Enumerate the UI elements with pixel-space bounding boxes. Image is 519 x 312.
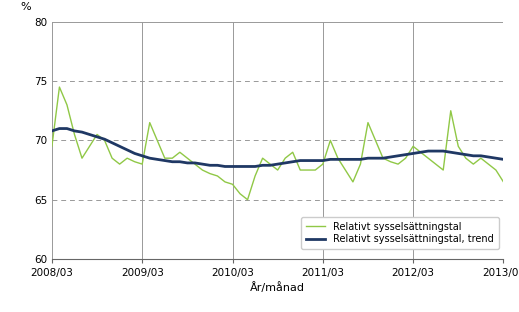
Relativt sysselsättningstal bbox=[214, 174, 221, 178]
Relativt sysselsättningstal bbox=[162, 156, 168, 160]
Relativt sysselsättningstal bbox=[335, 156, 341, 160]
Relativt sysselsättningstal bbox=[56, 85, 63, 89]
Line: Relativt sysselsättningstal: Relativt sysselsättningstal bbox=[52, 87, 503, 200]
Relativt sysselsättningstal, trend bbox=[146, 156, 153, 160]
Relativt sysselsättningstal, trend bbox=[214, 163, 221, 167]
Text: %: % bbox=[20, 2, 31, 12]
Relativt sysselsättningstal bbox=[305, 168, 311, 172]
Relativt sysselsättningstal, trend bbox=[162, 159, 168, 163]
Relativt sysselsättningstal, trend bbox=[222, 165, 228, 168]
Relativt sysselsättningstal, trend bbox=[335, 158, 341, 161]
Relativt sysselsättningstal bbox=[146, 121, 153, 124]
Relativt sysselsättningstal bbox=[244, 198, 251, 202]
X-axis label: År/månad: År/månad bbox=[250, 282, 305, 293]
Relativt sysselsättningstal, trend bbox=[305, 159, 311, 163]
Relativt sysselsättningstal bbox=[455, 144, 461, 148]
Relativt sysselsättningstal bbox=[49, 144, 55, 148]
Relativt sysselsättningstal, trend bbox=[49, 129, 55, 133]
Relativt sysselsättningstal, trend bbox=[56, 127, 63, 130]
Legend: Relativt sysselsättningstal, Relativt sysselsättningstal, trend: Relativt sysselsättningstal, Relativt sy… bbox=[301, 217, 499, 249]
Line: Relativt sysselsättningstal, trend: Relativt sysselsättningstal, trend bbox=[52, 129, 503, 167]
Relativt sysselsättningstal bbox=[500, 180, 507, 184]
Relativt sysselsättningstal, trend bbox=[500, 158, 507, 161]
Relativt sysselsättningstal, trend bbox=[455, 152, 461, 155]
